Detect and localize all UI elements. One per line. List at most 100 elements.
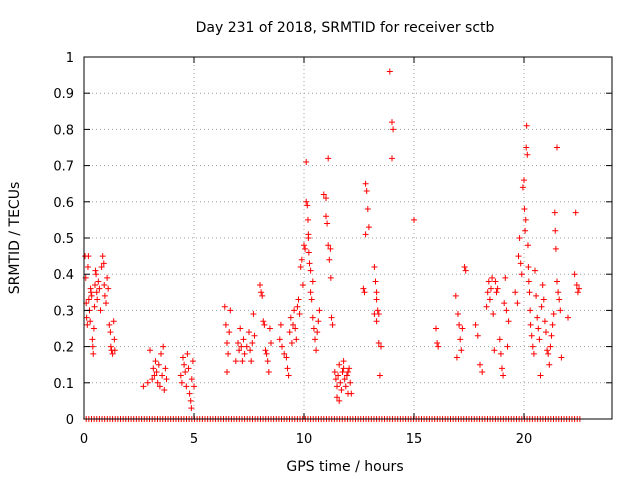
data-point (258, 289, 265, 296)
data-point (301, 242, 307, 249)
data-point (347, 379, 354, 386)
data-point (529, 343, 536, 350)
data-point (545, 350, 552, 357)
data-point (295, 296, 302, 303)
data-point (305, 231, 312, 238)
data-point (411, 216, 417, 223)
data-point (364, 206, 371, 213)
data-point (525, 278, 532, 285)
data-point (519, 184, 526, 191)
data-point (552, 227, 559, 234)
data-point (224, 368, 230, 375)
data-point (540, 296, 547, 303)
data-point (305, 249, 312, 256)
data-point (111, 347, 118, 354)
data-point (484, 289, 491, 296)
data-point (375, 339, 382, 346)
y-tick-label: 0.6 (53, 196, 74, 211)
data-point (291, 307, 298, 314)
data-point (283, 354, 290, 361)
data-point (240, 336, 247, 343)
data-point (500, 372, 507, 379)
data-point (90, 325, 97, 332)
data-point (325, 155, 332, 162)
data-point (257, 282, 263, 289)
data-point (494, 285, 501, 292)
data-point (106, 321, 113, 328)
data-point (558, 354, 565, 361)
data-point (320, 191, 327, 198)
data-point (221, 303, 228, 310)
data-point (516, 235, 523, 241)
data-point (299, 282, 306, 289)
data-point (100, 260, 107, 267)
data-point (327, 245, 334, 252)
data-point (461, 263, 468, 270)
data-point (181, 361, 188, 368)
data-point (346, 365, 353, 372)
data-point (522, 227, 529, 234)
data-point (101, 282, 108, 289)
x-axis-label: GPS time / hours (286, 459, 403, 475)
data-point (376, 372, 383, 379)
data-point (329, 321, 336, 328)
data-point (490, 311, 497, 318)
data-point (238, 343, 245, 350)
data-point (472, 321, 479, 328)
data-point (265, 368, 272, 375)
data-point (237, 325, 244, 332)
data-point (84, 263, 91, 270)
data-point (373, 296, 380, 303)
data-point (293, 336, 300, 343)
data-point (572, 209, 579, 216)
data-point (232, 358, 239, 365)
data-point (96, 285, 103, 292)
data-point (345, 390, 351, 397)
data-point (544, 347, 551, 354)
data-point (340, 358, 347, 365)
data-point (523, 144, 530, 151)
data-point (87, 318, 94, 325)
data-point (149, 376, 156, 383)
data-point (191, 383, 197, 390)
data-point (276, 336, 283, 343)
data-point (452, 292, 459, 299)
y-tick-label: 0.5 (53, 232, 74, 247)
data-point (101, 292, 108, 299)
data-point (339, 368, 346, 375)
data-point (161, 387, 168, 394)
data-point (155, 361, 162, 368)
data-point (263, 350, 270, 357)
data-point (554, 144, 560, 151)
data-point (433, 325, 439, 332)
data-point (524, 242, 531, 249)
data-point (504, 343, 511, 350)
data-point (224, 339, 230, 346)
y-axis-label: SRMTID / TECUs (7, 182, 23, 295)
data-point (279, 343, 285, 350)
data-point (85, 296, 92, 303)
data-point (323, 195, 329, 202)
data-point (226, 329, 233, 336)
data-point (110, 318, 117, 325)
data-point (297, 263, 304, 270)
data-point (105, 285, 112, 292)
y-tick-label: 0.9 (53, 87, 74, 102)
data-point (521, 177, 527, 184)
data-point (372, 278, 379, 285)
data-point (153, 368, 160, 375)
data-point (521, 206, 528, 213)
data-point (95, 278, 102, 285)
data-point (298, 256, 305, 263)
y-tick-label: 0.2 (53, 341, 74, 356)
data-point (235, 339, 241, 346)
data-point (147, 347, 153, 354)
data-point (530, 350, 537, 357)
data-point (303, 198, 310, 205)
y-tick-label: 1 (66, 51, 74, 66)
data-point (91, 303, 98, 310)
data-point (227, 307, 234, 314)
data-point (505, 318, 512, 325)
data-point (528, 332, 535, 339)
